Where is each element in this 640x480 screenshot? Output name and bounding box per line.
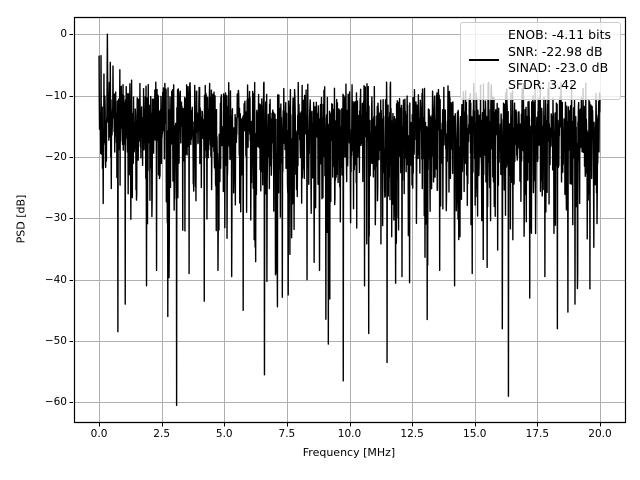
y-tick-label: −30	[44, 212, 67, 225]
y-tick-label: −10	[44, 89, 67, 102]
y-tick-label: −60	[44, 396, 67, 409]
x-tick-label: 15.0	[463, 428, 487, 440]
legend-line-sinad: SINAD: -23.0 dB	[508, 60, 609, 76]
y-tick-label: 0	[60, 28, 67, 41]
y-tick-label: −40	[44, 273, 67, 286]
legend-text: ENOB: -4.11 bits SNR: -22.98 dB SINAD: -…	[508, 27, 611, 93]
x-tick-label: 10.0	[337, 428, 362, 440]
y-axis-label: PSD [dB]	[14, 194, 28, 244]
y-tick-label: −50	[44, 335, 67, 347]
x-axis-label: Frequency [MHz]	[302, 446, 396, 459]
x-tick-label: 20.0	[588, 428, 612, 440]
x-tick-label: 5.0	[215, 428, 233, 440]
legend-line-sample	[469, 59, 499, 62]
legend-line-enob: ENOB: -4.11 bits	[508, 27, 611, 42]
legend: ENOB: -4.11 bits SNR: -22.98 dB SINAD: -…	[460, 22, 621, 101]
legend-line-sfdr: SFDR: 3.42	[508, 76, 578, 92]
legend-line-snr: SNR: -22.98 dB	[508, 43, 603, 59]
x-tick-label: 2.5	[153, 428, 171, 440]
x-tick-label: 12.5	[400, 428, 424, 440]
y-tick-label: −20	[44, 150, 67, 163]
x-tick-label: 17.5	[525, 428, 550, 440]
x-tick-label: 0.0	[90, 428, 108, 440]
x-tick-label: 7.5	[278, 428, 296, 440]
